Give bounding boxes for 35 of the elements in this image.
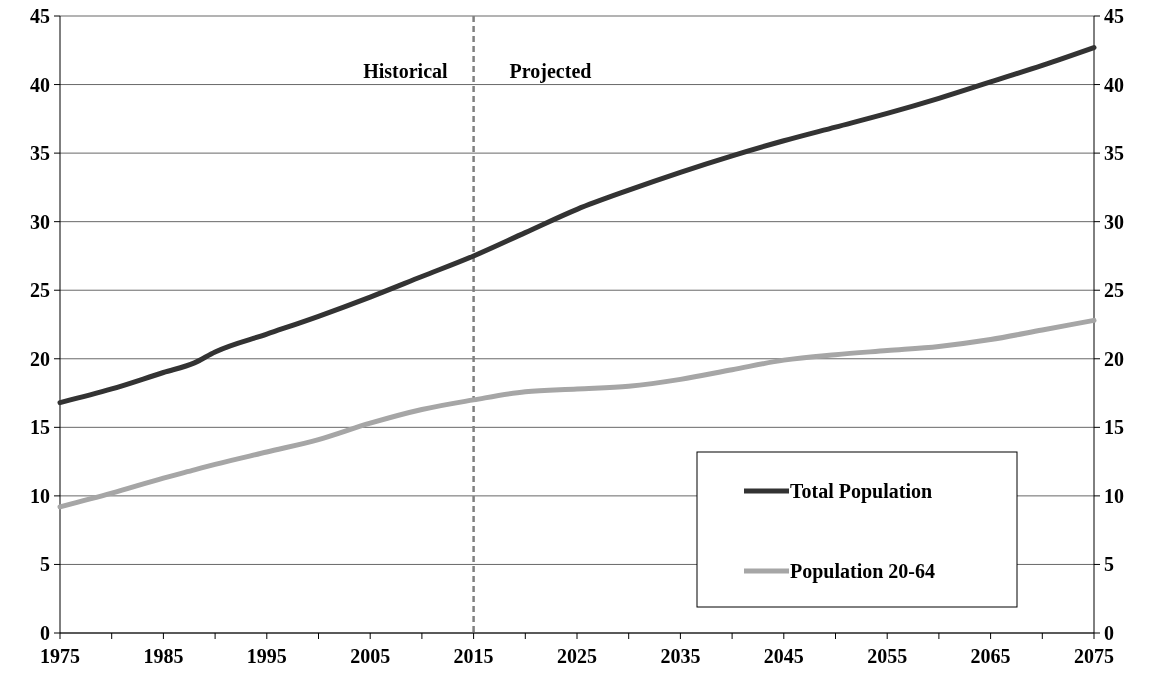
y2-tick-label: 45 [1104,5,1124,27]
y-tick-label: 35 [30,142,50,165]
annotation: Historical [363,60,449,82]
x-tick-label: 2005 [350,645,391,667]
x-tick-label: 2025 [557,645,597,667]
y-tick-label: 20 [30,347,50,370]
x-tick-label: 2065 [970,645,1011,667]
y2-tick-label: 20 [1104,347,1124,370]
y2-tick-label: 35 [1104,142,1124,165]
y-tick-label: 25 [30,279,50,302]
x-tick-label: 2045 [763,645,804,667]
y-tick-label: 30 [30,210,50,233]
y-tick-label: 45 [30,5,50,27]
x-tick-label: 2055 [867,645,908,667]
y-tick-label: 10 [30,484,50,507]
x-tick-label: 1985 [143,645,184,667]
y-tick-label: 0 [40,622,50,644]
y2-tick-label: 5 [1104,553,1114,576]
y-tick-label: 15 [30,416,50,439]
legend-label: Total Population [790,480,933,503]
annotation: Projected [509,60,592,83]
y-tick-label: 5 [40,553,50,576]
x-tick-label: 1995 [246,645,287,667]
y2-tick-label: 25 [1104,279,1124,302]
y-tick-label: 40 [30,73,50,96]
y2-tick-label: 10 [1104,484,1124,507]
legend-label: Population 20-64 [790,560,936,583]
y2-tick-label: 40 [1104,73,1124,96]
y2-tick-label: 30 [1104,210,1124,233]
y2-tick-label: 15 [1104,416,1124,439]
y2-tick-label: 0 [1104,622,1114,644]
x-tick-label: 2035 [660,645,701,667]
x-tick-label: 1975 [40,645,80,667]
x-tick-label: 2075 [1074,645,1114,667]
x-tick-label: 2015 [453,645,494,667]
